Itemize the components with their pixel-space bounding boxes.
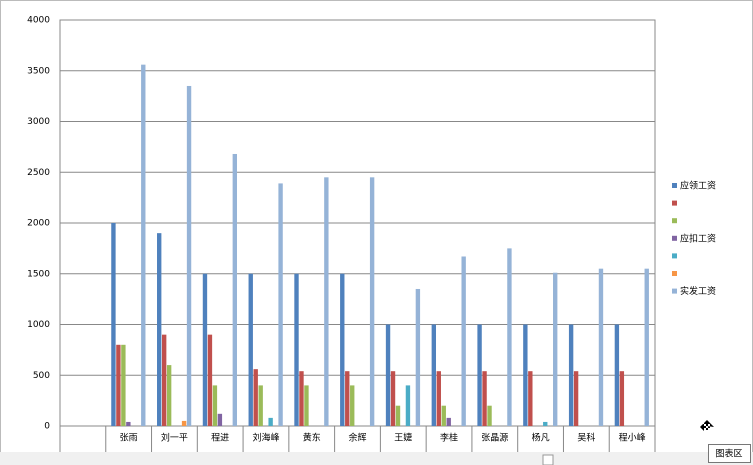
legend-label: 应领工资 [680, 180, 716, 192]
bar [487, 405, 492, 426]
x-tick-label: 刘海峰 [252, 432, 279, 444]
bar [436, 371, 441, 426]
bar [614, 324, 620, 426]
bar [431, 324, 437, 426]
move-cursor [700, 420, 714, 431]
bar [461, 256, 466, 426]
bar [166, 365, 172, 426]
x-tick-label: 程进 [211, 433, 229, 444]
legend-swatch [672, 271, 677, 276]
bar [141, 64, 146, 426]
bar [369, 177, 375, 426]
x-tick-label: 李桂 [440, 432, 458, 444]
x-tick-label: 刘一平 [161, 432, 188, 444]
bar [294, 273, 299, 426]
bar [598, 268, 604, 426]
bar [157, 233, 162, 426]
bar [446, 417, 451, 426]
bar [573, 371, 579, 426]
bar [126, 421, 131, 426]
bar [121, 344, 126, 426]
y-tick-label: 4000 [27, 16, 50, 26]
y-tick-label: 2500 [27, 168, 50, 178]
legend-swatch [672, 218, 677, 224]
tooltip-text: 图表区 [715, 448, 742, 460]
x-tick-label: 王婕 [394, 432, 412, 444]
bar [116, 344, 121, 426]
y-tick-label: 0 [44, 422, 50, 432]
bar [207, 334, 213, 426]
bar [619, 371, 625, 426]
scroll-thumb[interactable] [542, 454, 554, 465]
bar [181, 420, 187, 426]
x-tick-label: 黄东 [303, 432, 321, 444]
bar [268, 417, 273, 426]
bar [212, 385, 218, 426]
legend-swatch [672, 200, 677, 206]
bar [415, 288, 421, 426]
bar [111, 223, 116, 426]
y-tick-label: 500 [33, 371, 50, 381]
x-tick-label: 杨凡 [532, 432, 550, 444]
bar [161, 334, 167, 426]
x-tick-label: 余辉 [348, 432, 366, 444]
bar [385, 324, 391, 426]
bar [248, 273, 253, 426]
bar [441, 405, 446, 426]
bar [278, 183, 283, 426]
bar [340, 273, 345, 426]
y-tick-label: 1000 [27, 320, 50, 330]
y-tick-label: 3500 [27, 66, 50, 76]
bar [482, 371, 487, 426]
bar [568, 324, 574, 426]
bar [217, 413, 223, 426]
legend-swatch [672, 183, 677, 188]
bar [644, 268, 649, 426]
bar [528, 371, 533, 426]
bar [186, 85, 192, 426]
y-tick-label: 3000 [27, 117, 50, 127]
x-tick-label: 程小峰 [619, 433, 646, 444]
legend-swatch [672, 235, 677, 241]
bar [253, 369, 258, 426]
bar [299, 371, 304, 426]
bar [405, 385, 411, 426]
bar [350, 385, 355, 426]
legend-swatch [672, 253, 677, 259]
bar [232, 153, 238, 427]
x-tick-label: 张晶源 [481, 433, 508, 444]
bar [324, 177, 329, 426]
legend-swatch [672, 288, 677, 294]
x-tick-label: 吴科 [577, 432, 595, 444]
bar [543, 421, 548, 426]
bar [345, 371, 350, 426]
y-tick-label: 2000 [27, 219, 50, 229]
x-tick-label: 张雨 [120, 433, 138, 444]
legend-label: 实发工资 [680, 285, 716, 297]
scrollbar[interactable] [0, 452, 753, 465]
legend-label: 应扣工资 [680, 232, 716, 244]
bar [477, 324, 482, 426]
bar [523, 324, 528, 426]
y-tick-label: 1500 [27, 269, 50, 279]
bar [258, 385, 263, 426]
tooltip-box [708, 444, 751, 463]
bar [390, 371, 396, 426]
bar [304, 385, 309, 426]
bar [507, 248, 512, 426]
tooltip: 图表区 [708, 444, 751, 463]
bar [202, 273, 208, 426]
bar [395, 405, 401, 426]
bar [553, 272, 558, 426]
